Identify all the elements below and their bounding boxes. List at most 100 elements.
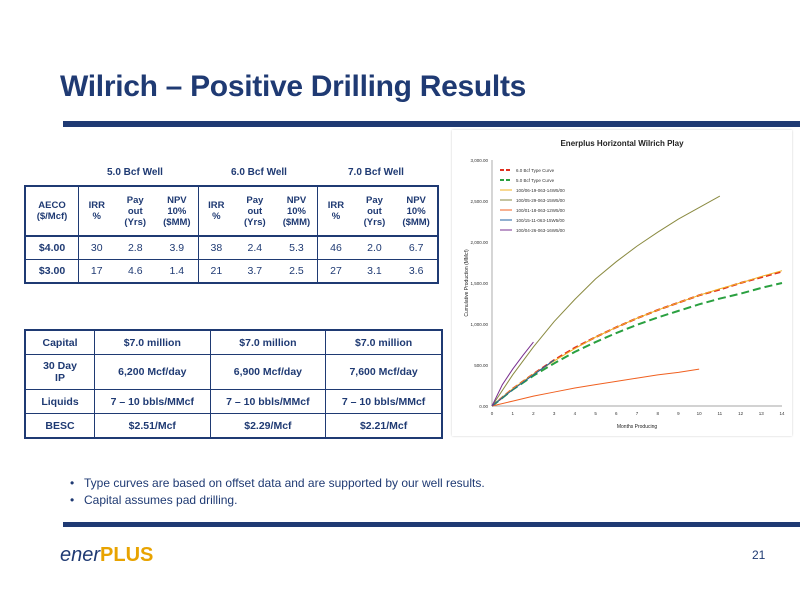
table-cell: 38 [198, 236, 235, 260]
table-cell: 17 [78, 259, 115, 284]
group-header-6bcf: 6.0 Bcf Well [231, 167, 287, 178]
y-axis-label: Cumulative Production (MMcf) [464, 249, 470, 317]
x-tick-label: 8 [656, 411, 659, 416]
table-cell: $2.21/Mcf [325, 413, 443, 439]
table-cell: 3.9 [156, 236, 199, 260]
x-tick-label: 7 [636, 411, 639, 416]
series-line [491, 368, 700, 407]
production-chart: Enerplus Horizontal Wilrich Play 0.00 500.… [452, 130, 792, 436]
bullet-item: • Type curves are based on offset data an… [70, 476, 485, 490]
x-tick-label: 4 [574, 411, 577, 416]
y-tick-label: 1,000.00 [470, 322, 488, 327]
table-row: 30 Day IP 6,200 Mcf/day 6,900 Mcf/day 7,6… [24, 354, 443, 390]
x-tick-label: 0 [491, 411, 494, 416]
table-row: Capital $7.0 million $7.0 million $7.0 m… [24, 329, 443, 355]
table-cell: 6.7 [395, 236, 438, 260]
table-cell: $4.00 [25, 236, 80, 260]
x-tick-label: 14 [779, 411, 785, 416]
x-tick-label: 1 [511, 411, 514, 416]
table-cell: 7 – 10 bbls/MMcf [209, 389, 327, 414]
header-payout: Pay out (Yrs) [353, 186, 396, 237]
table-row: Liquids 7 – 10 bbls/MMcf 7 – 10 bbls/MMc… [24, 389, 443, 414]
x-tick-label: 3 [553, 411, 556, 416]
economics-table: AECO ($/Mcf) IRR% Pay out (Yrs) NPV 10% ($MM)… [24, 185, 439, 284]
x-tick-label: 5 [594, 411, 597, 416]
header-payout: Pay out (Yrs) [234, 186, 276, 237]
header-irr: IRR% [198, 186, 235, 237]
table-row: BESC $2.51/Mcf $2.29/Mcf $2.21/Mcf [24, 413, 443, 439]
table-cell: 5.3 [275, 236, 319, 260]
table-cell: 3.1 [353, 259, 396, 284]
x-tick-label: 9 [677, 411, 680, 416]
legend-label: 100/04-26-063-16W5/00 [516, 228, 565, 233]
chart-title: Enerplus Horizontal Wilrich Play [560, 139, 684, 148]
table-cell: 6,900 Mcf/day [209, 354, 327, 390]
table-cell: 4.6 [114, 259, 157, 284]
table-cell: 27 [317, 259, 354, 284]
header-npv: NPV 10% ($MM) [395, 186, 438, 237]
header-payout: Pay out (Yrs) [114, 186, 157, 237]
legend-label: 100/15-11-063-15W5/00 [516, 218, 565, 223]
legend-label: 100/05-29-063-15W5/00 [516, 198, 565, 203]
legend-label: 6.0 Bcf Type Curve [516, 168, 555, 173]
header-irr: IRR% [317, 186, 354, 237]
table-cell: 2.0 [353, 236, 396, 260]
header-npv: NPV 10% ($MM) [156, 186, 199, 237]
x-tick-label: 6 [615, 411, 618, 416]
row-label: BESC [24, 413, 95, 439]
bullet-list: • Type curves are based on offset data an… [70, 476, 485, 510]
y-tick-label: 1,500.00 [470, 281, 488, 286]
x-tick-label: 12 [738, 411, 744, 416]
group-header-7bcf: 7.0 Bcf Well [348, 167, 404, 178]
y-tick-label: 3,000.00 [470, 158, 488, 163]
header-irr: IRR% [78, 186, 115, 237]
slide-title: Wilrich – Positive Drilling Results [60, 70, 527, 103]
table-cell: $7.0 million [209, 329, 327, 355]
x-tick-label: 2 [532, 411, 535, 416]
table-cell: 30 [78, 236, 115, 260]
table-cell: 21 [198, 259, 235, 284]
page-number: 21 [752, 548, 766, 562]
footer-divider [63, 522, 800, 527]
row-label: Liquids [24, 389, 95, 414]
table-row: $3.00 17 4.6 1.4 21 3.7 2.5 27 3.1 3.6 [25, 259, 438, 284]
series-line [491, 359, 555, 407]
table-cell: $2.51/Mcf [94, 413, 211, 439]
table-cell: $3.00 [25, 259, 80, 284]
series-line [491, 270, 783, 407]
table-cell: 3.7 [234, 259, 276, 284]
table-cell: 3.6 [395, 259, 438, 284]
series-line [491, 341, 534, 407]
group-header-5bcf: 5.0 Bcf Well [107, 167, 163, 178]
production-chart-svg: Enerplus Horizontal Wilrich Play 0.00 500.… [464, 139, 785, 430]
table-cell: $7.0 million [325, 329, 443, 355]
header-npv: NPV 10% ($MM) [275, 186, 319, 237]
legend-label: 100/06-19-063-14W5/00 [516, 188, 565, 193]
x-tick-label: 10 [697, 411, 703, 416]
y-tick-label: 500.00 [474, 363, 488, 368]
series-line [491, 195, 721, 407]
table-cell: 2.4 [234, 236, 276, 260]
economics-header-row: AECO ($/Mcf) IRR% Pay out (Yrs) NPV 10% ($MM)… [25, 186, 438, 237]
table-row: $4.00 30 2.8 3.9 38 2.4 5.3 46 2.0 6.7 [25, 236, 438, 260]
x-tick-label: 13 [759, 411, 765, 416]
header-aeco: AECO ($/Mcf) [25, 186, 80, 237]
x-tick-label: 11 [718, 411, 723, 416]
y-tick-label: 0.00 [479, 404, 488, 409]
table-cell: 7 – 10 bbls/MMcf [325, 389, 443, 414]
table-cell: 7,600 Mcf/day [325, 354, 443, 390]
row-label: 30 Day IP [24, 354, 95, 390]
table-cell: 1.4 [156, 259, 199, 284]
table-cell: 2.5 [275, 259, 319, 284]
legend-label: 100/01-18-063-12W5/00 [516, 208, 565, 213]
title-divider [63, 121, 800, 127]
table-cell: 2.8 [114, 236, 157, 260]
series-line [491, 270, 783, 407]
table-cell: $2.29/Mcf [209, 413, 327, 439]
enerplus-logo: enerPLUS [60, 544, 154, 566]
bullet-item: • Capital assumes pad drilling. [70, 493, 238, 507]
y-tick-label: 2,000.00 [470, 240, 488, 245]
legend-label: 5.0 Bcf Type Curve [516, 178, 555, 183]
x-axis-label: Months Producing [617, 424, 658, 430]
table-cell: 7 – 10 bbls/MMcf [94, 389, 211, 414]
